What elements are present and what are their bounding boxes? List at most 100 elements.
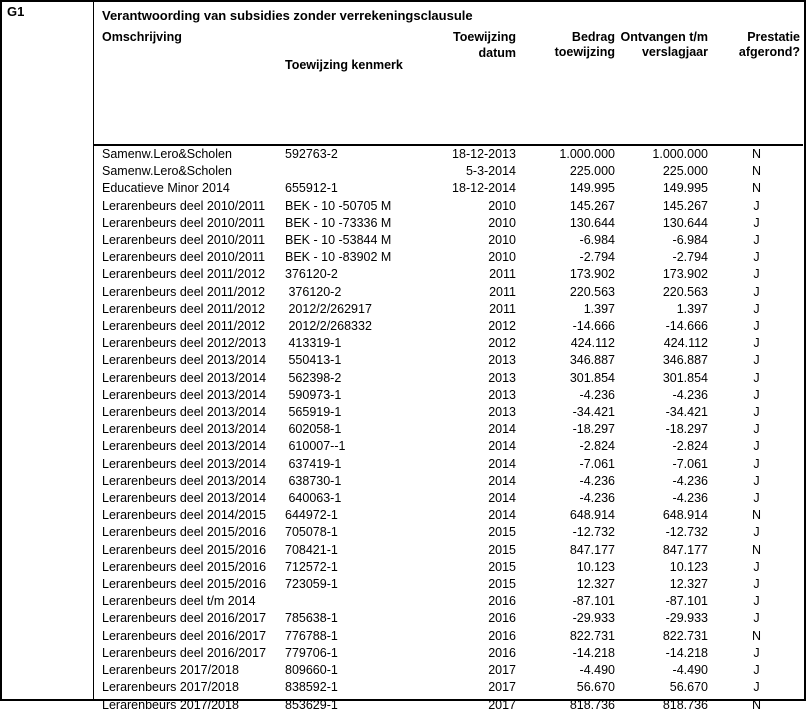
cell-omschrijving: Lerarenbeurs deel 2015/2016 bbox=[102, 559, 267, 574]
cell-prestatie: J bbox=[753, 473, 760, 488]
cell-datum: 2017 bbox=[488, 680, 516, 695]
cell-kenmerk: 712572-1 bbox=[285, 559, 338, 574]
table-row: Lerarenbeurs deel 2016/2017 779706-1 2016 -… bbox=[94, 645, 803, 662]
cell-omschrijving: Lerarenbeurs deel 2010/2011 bbox=[102, 198, 266, 213]
cell-kenmerk: 592763-2 bbox=[285, 147, 338, 161]
table-row: Lerarenbeurs deel 2011/2012 2012/2/26833… bbox=[94, 318, 803, 335]
cell-ontvangen: 1.397 bbox=[676, 301, 708, 316]
cell-omschrijving: Lerarenbeurs deel 2013/2014 bbox=[102, 370, 267, 385]
column-header-toewijzing-datum: Toewijzing datum bbox=[415, 29, 518, 146]
cell-omschrijving: Lerarenbeurs deel 2010/2011 bbox=[102, 233, 266, 248]
column-header-toewijzing-kenmerk: Toewijzing kenmerk bbox=[285, 29, 415, 146]
cell-datum: 2016 bbox=[488, 645, 516, 660]
cell-omschrijving: Lerarenbeurs deel 2012/2013 bbox=[102, 336, 267, 351]
cell-omschrijving: Lerarenbeurs deel 2010/2011 bbox=[102, 215, 266, 230]
cell-prestatie: J bbox=[753, 491, 760, 506]
cell-prestatie: J bbox=[753, 405, 760, 420]
cell-ontvangen: -7.061 bbox=[672, 456, 708, 471]
cell-omschrijving: Lerarenbeurs 2017/2018 bbox=[102, 697, 239, 711]
cell-datum: 2012 bbox=[488, 336, 516, 351]
cell-omschrijving: Lerarenbeurs deel 2013/2014 bbox=[102, 387, 267, 402]
cell-kenmerk: 723059-1 bbox=[285, 577, 338, 592]
cell-datum: 2017 bbox=[488, 663, 516, 678]
cell-kenmerk: 779706-1 bbox=[285, 645, 338, 660]
header-line1: Ontvangen t/m bbox=[620, 30, 708, 44]
header-line1: Prestatie bbox=[747, 30, 800, 44]
cell-prestatie: J bbox=[753, 336, 760, 351]
cell-prestatie: N bbox=[751, 164, 762, 179]
cell-ontvangen: -14.666 bbox=[665, 319, 708, 334]
cell-prestatie: J bbox=[753, 267, 760, 282]
cell-ontvangen: -6.984 bbox=[672, 233, 708, 248]
column-header-bedrag-toewijzing: Bedrag toewijzing bbox=[518, 29, 617, 146]
cell-omschrijving: Lerarenbeurs deel 2013/2014 bbox=[102, 473, 267, 488]
column-header-omschrijving: Omschrijving bbox=[94, 29, 285, 146]
cell-datum: 2011 bbox=[489, 301, 516, 316]
cell-ontvangen: -2.794 bbox=[672, 250, 708, 265]
cell-ontvangen: 130.644 bbox=[662, 215, 708, 230]
cell-prestatie: J bbox=[753, 301, 760, 316]
cell-datum: 2010 bbox=[488, 198, 516, 213]
cell-datum: 2014 bbox=[488, 456, 516, 471]
cell-bedrag: 12.327 bbox=[576, 577, 615, 592]
table-row: Lerarenbeurs deel 2013/2014 565919-1 2013… bbox=[94, 404, 803, 421]
cell-kenmerk: 565919-1 bbox=[285, 405, 342, 420]
cell-bedrag: -34.421 bbox=[572, 405, 615, 420]
cell-kenmerk: 708421-1 bbox=[285, 542, 338, 557]
table-row: Lerarenbeurs 2017/2018 838592-1 2017 56.670… bbox=[94, 679, 803, 696]
cell-omschrijving: Lerarenbeurs deel 2016/2017 bbox=[102, 611, 267, 626]
table-row: Lerarenbeurs deel 2013/2014 610007--1 201… bbox=[94, 438, 803, 455]
cell-prestatie: J bbox=[753, 215, 760, 230]
cell-prestatie: J bbox=[753, 525, 760, 540]
column-header-prestatie-afgerond: Prestatie afgerond? bbox=[710, 29, 803, 146]
header-line1: Toewijzing datum bbox=[453, 30, 516, 60]
cell-omschrijving: Educatieve Minor 2014 bbox=[102, 181, 230, 196]
cell-ontvangen: 346.887 bbox=[662, 353, 708, 368]
cell-ontvangen: 301.854 bbox=[662, 370, 708, 385]
cell-ontvangen: 220.563 bbox=[662, 284, 708, 299]
cell-kenmerk: 610007--1 bbox=[285, 439, 346, 454]
table-row: Lerarenbeurs deel 2014/2015 644972-1 2014 6… bbox=[94, 507, 803, 524]
table-row: Lerarenbeurs deel 2016/2017 776788-1 2016 8… bbox=[94, 628, 803, 645]
cell-datum: 2011 bbox=[489, 267, 516, 282]
cell-prestatie: N bbox=[751, 697, 762, 711]
column-header-ontvangen: Ontvangen t/m verslagjaar bbox=[617, 29, 710, 146]
cell-ontvangen: 847.177 bbox=[662, 542, 708, 557]
cell-datum: 2014 bbox=[488, 491, 516, 506]
cell-prestatie: N bbox=[751, 628, 762, 643]
cell-ontvangen: 56.670 bbox=[669, 680, 708, 695]
cell-prestatie: J bbox=[753, 559, 760, 574]
cell-ontvangen: -14.218 bbox=[665, 645, 708, 660]
cell-prestatie: J bbox=[753, 250, 760, 265]
cell-omschrijving: Samenw.Lero&Scholen bbox=[102, 147, 232, 161]
header-line1: Toewijzing kenmerk bbox=[285, 58, 403, 72]
cell-kenmerk: 809660-1 bbox=[285, 663, 338, 678]
cell-ontvangen: -4.236 bbox=[672, 473, 708, 488]
cell-kenmerk: 705078-1 bbox=[285, 525, 338, 540]
cell-datum: 2013 bbox=[488, 405, 516, 420]
cell-ontvangen: 10.123 bbox=[669, 559, 708, 574]
cell-prestatie: J bbox=[753, 456, 760, 471]
table-row: Lerarenbeurs 2017/2018 809660-1 2017 -4.490… bbox=[94, 662, 803, 679]
cell-kenmerk: 640063-1 bbox=[285, 491, 342, 506]
cell-bedrag: 346.887 bbox=[569, 353, 615, 368]
cell-ontvangen: -12.732 bbox=[665, 525, 708, 540]
table-row: Lerarenbeurs deel 2015/2016 712572-1 2015 1… bbox=[94, 559, 803, 576]
cell-ontvangen: 225.000 bbox=[662, 164, 708, 179]
cell-prestatie: J bbox=[753, 233, 760, 248]
cell-prestatie: J bbox=[753, 353, 760, 368]
cell-prestatie: J bbox=[753, 439, 760, 454]
cell-kenmerk bbox=[285, 593, 415, 610]
cell-ontvangen: 12.327 bbox=[669, 577, 708, 592]
subsidies-table: Omschrijving Toewijzing kenmerk Toewijzi… bbox=[94, 29, 803, 711]
cell-prestatie: J bbox=[753, 645, 760, 660]
cell-bedrag: 648.914 bbox=[569, 508, 615, 523]
table-row: Lerarenbeurs deel 2013/2014 590973-1 2013… bbox=[94, 387, 803, 404]
cell-bedrag: -29.933 bbox=[572, 611, 615, 626]
cell-datum: 2015 bbox=[488, 559, 516, 574]
table-row: Lerarenbeurs deel 2013/2014 638730-1 2014… bbox=[94, 473, 803, 490]
header-line1: Bedrag bbox=[571, 30, 615, 44]
cell-bedrag: -4.236 bbox=[579, 491, 615, 506]
cell-datum: 2014 bbox=[488, 473, 516, 488]
